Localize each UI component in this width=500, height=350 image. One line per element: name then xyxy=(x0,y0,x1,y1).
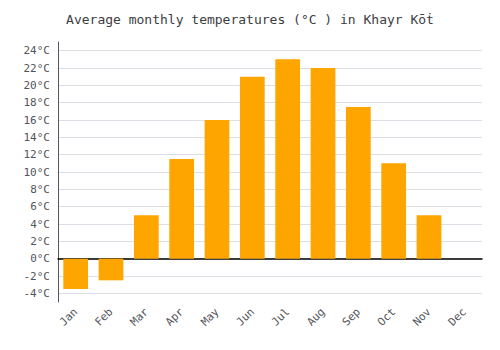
svg-text:Dec: Dec xyxy=(446,305,469,328)
svg-text:Oct: Oct xyxy=(375,305,398,328)
svg-text:Jan: Jan xyxy=(57,305,80,328)
svg-text:Jul: Jul xyxy=(269,305,292,328)
svg-text:-2°C: -2°C xyxy=(24,270,51,283)
svg-text:2°C: 2°C xyxy=(30,235,50,248)
svg-text:6°C: 6°C xyxy=(30,200,50,213)
svg-text:22°C: 22°C xyxy=(24,62,51,75)
svg-text:0°C: 0°C xyxy=(30,252,50,265)
svg-text:May: May xyxy=(198,305,221,328)
svg-text:16°C: 16°C xyxy=(24,114,51,127)
svg-text:Nov: Nov xyxy=(410,305,433,328)
svg-text:-4°C: -4°C xyxy=(24,287,51,300)
svg-text:4°C: 4°C xyxy=(30,218,50,231)
svg-text:8°C: 8°C xyxy=(30,183,50,196)
svg-text:Sep: Sep xyxy=(340,305,363,328)
svg-text:10°C: 10°C xyxy=(24,166,51,179)
svg-text:12°C: 12°C xyxy=(24,148,51,161)
svg-text:20°C: 20°C xyxy=(24,79,51,92)
svg-text:24°C: 24°C xyxy=(24,44,51,57)
svg-text:Mar: Mar xyxy=(128,305,151,328)
svg-text:Aug: Aug xyxy=(304,305,327,328)
svg-text:Average monthly temperatures (: Average monthly temperatures (°C ) in Kh… xyxy=(66,12,434,27)
svg-text:18°C: 18°C xyxy=(24,96,51,109)
svg-text:14°C: 14°C xyxy=(24,131,51,144)
svg-text:Feb: Feb xyxy=(92,305,115,328)
svg-text:Jun: Jun xyxy=(234,305,257,328)
svg-text:Apr: Apr xyxy=(163,305,186,328)
